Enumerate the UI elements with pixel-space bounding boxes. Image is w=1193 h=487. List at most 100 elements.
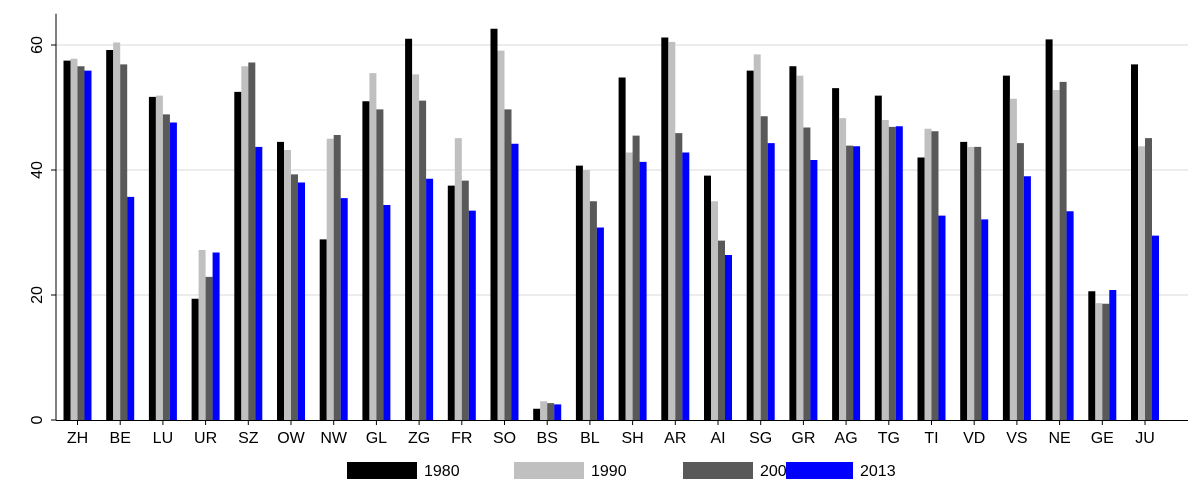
bar-BL-1990 [582, 170, 590, 420]
bar-BS-2000 [547, 403, 555, 421]
x-tick-label-LU: LU [153, 430, 173, 447]
legend-swatch-1990 [514, 462, 584, 479]
bar-AI-1990 [711, 201, 718, 420]
bar-OW-1980 [277, 141, 284, 421]
bar-LU-2013 [169, 122, 177, 420]
x-tick-label-OW: OW [277, 430, 305, 447]
bar-AG-1980 [832, 88, 840, 421]
bar-TI-2013 [938, 215, 946, 420]
bar-SH-2013 [639, 161, 647, 421]
bar-FR-1980 [447, 185, 455, 421]
bar-BL-2000 [589, 201, 597, 420]
bar-SG-1980 [746, 70, 754, 421]
x-tick-label-TI: TI [924, 430, 938, 447]
bar-GE-2013 [1109, 290, 1117, 420]
x-tick-label-SG: SG [749, 430, 772, 447]
bar-OW-2013 [298, 182, 305, 420]
bar-UR-2000 [205, 276, 213, 421]
bar-GL-2013 [383, 205, 391, 420]
bar-SH-1980 [618, 77, 626, 420]
bar-AI-2000 [718, 240, 725, 421]
bar-SO-2000 [504, 109, 512, 421]
bar-JU-1980 [1131, 64, 1138, 421]
bar-VS-2013 [1023, 176, 1031, 420]
axes: ZH BE LU UR SZ OW NW GL ZG FR SO BS BL SH AR AI SG GR AG TG… [29, 13, 1188, 447]
bar-BS-2013 [554, 404, 562, 421]
bar-SO-1990 [497, 50, 505, 421]
bar-BL-1980 [575, 165, 583, 420]
y-tick-label-20: 20 [29, 286, 46, 304]
bar-BE-1980 [106, 50, 114, 420]
bar-SO-2013 [511, 143, 519, 420]
bar-SG-1990 [753, 54, 761, 421]
bar-ZG-2000 [419, 100, 427, 421]
x-tick-label-VS: VS [1006, 430, 1027, 447]
bar-AG-2013 [853, 146, 861, 420]
bar-GR-1980 [789, 66, 797, 420]
bar-AG-1990 [839, 118, 847, 421]
x-tick-label-BL: BL [580, 430, 600, 447]
y-tick-label-0: 0 [29, 415, 46, 424]
legend-swatch-2000 [683, 462, 753, 479]
bar-BE-1990 [113, 42, 121, 420]
x-tick-label-VD: VD [963, 430, 985, 447]
bar-SG-2000 [760, 116, 768, 420]
x-tick-label-UR: UR [194, 430, 217, 447]
bar-JU-2000 [1145, 138, 1152, 421]
bar-AR-2000 [675, 133, 683, 421]
x-tick-label-FR: FR [451, 430, 472, 447]
legend: 1980 1990 2000 2013 [347, 462, 896, 480]
bar-GL-1980 [362, 101, 370, 420]
bar-TG-2013 [895, 126, 903, 420]
bar-AR-1980 [661, 37, 669, 420]
bar-LU-1980 [148, 96, 156, 421]
bar-AI-1980 [704, 175, 711, 421]
x-tick-label-GL: GL [366, 430, 387, 447]
bar-TG-2000 [888, 126, 896, 421]
bar-SZ-1980 [234, 91, 242, 421]
bar-FR-1990 [454, 138, 462, 421]
bar-SH-1990 [625, 152, 633, 420]
x-tick-label-BE: BE [110, 430, 131, 447]
x-tick-label-NW: NW [320, 430, 348, 447]
bar-BE-2000 [120, 64, 128, 421]
bar-UR-1990 [198, 250, 206, 420]
bar-TI-2000 [931, 131, 939, 420]
bar-SO-1980 [490, 28, 498, 420]
bar-UR-2013 [212, 252, 220, 420]
bar-ZH-1980 [63, 60, 71, 421]
bar-FR-2013 [468, 210, 476, 421]
bar-AR-1990 [668, 41, 676, 421]
bar-GE-2000 [1102, 303, 1110, 420]
bar-ZG-1990 [412, 74, 420, 421]
x-tick-label-NE: NE [1048, 430, 1070, 447]
bar-VS-1990 [1009, 98, 1017, 420]
bar-FR-2000 [461, 180, 469, 420]
bar-NW-2000 [333, 135, 341, 420]
x-tick-label-BS: BS [537, 430, 558, 447]
x-tick-label-SZ: SZ [238, 430, 259, 447]
bar-SH-2000 [632, 135, 640, 421]
bar-GR-1990 [796, 75, 804, 421]
bar-OW-2000 [291, 174, 298, 420]
bar-ZG-2013 [426, 178, 434, 420]
bar-BS-1980 [533, 408, 541, 420]
bar-UR-1980 [191, 298, 199, 420]
legend-swatch-2013 [786, 462, 853, 479]
legend-label-1980: 1980 [424, 463, 460, 480]
x-tick-label-SO: SO [493, 430, 516, 447]
bar-AG-2000 [846, 145, 854, 421]
x-tick-label-JU: JU [1135, 430, 1155, 447]
bar-ZG-1980 [405, 38, 413, 420]
bar-SG-2013 [767, 143, 775, 421]
bar-OW-1990 [284, 150, 291, 420]
bar-ZH-2000 [77, 66, 85, 420]
y-tick-label-40: 40 [29, 161, 46, 179]
bar-VS-1980 [1002, 75, 1010, 421]
bar-NE-2000 [1059, 81, 1067, 421]
bar-GL-1990 [369, 73, 377, 421]
bar-NE-2013 [1066, 211, 1074, 420]
bar-GE-1990 [1095, 303, 1103, 421]
